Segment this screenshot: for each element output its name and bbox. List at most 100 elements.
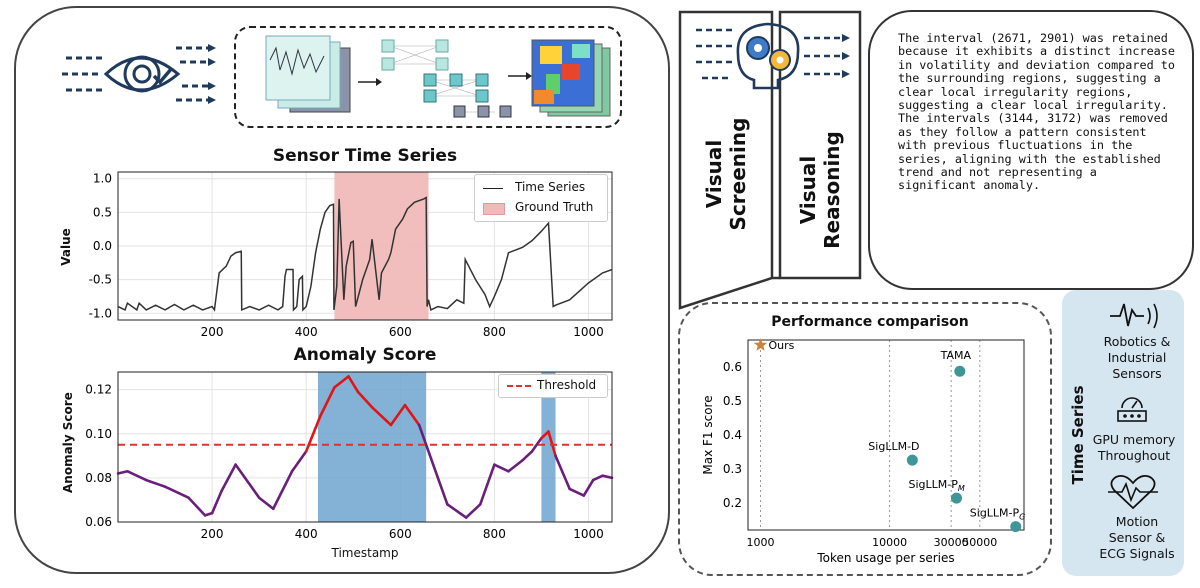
visual-screening-label: Visual Screening: [702, 94, 750, 254]
reasoning-box: [868, 10, 1194, 290]
anomaly-score-segment: [234, 463, 247, 480]
anomaly-score-segment: [271, 469, 294, 511]
perf-point-label: SigLLM-D: [868, 440, 919, 453]
brain-gears-icon: [696, 22, 850, 90]
anomaly-score-segment: [417, 423, 440, 480]
anomaly-score-segment: [403, 403, 421, 427]
perf-point-label: SigLLM-PG: [970, 507, 1026, 522]
perf-point: [1010, 521, 1022, 533]
anomaly-score-segment: [568, 487, 586, 497]
anomaly-score-segment: [540, 430, 550, 440]
time-series-panel: [1062, 290, 1184, 576]
anomaly-score-segment: [356, 390, 374, 409]
performance-title: Performance comparison: [771, 314, 969, 330]
anomaly-ytick: 0.08: [85, 471, 112, 485]
perf-point: [951, 492, 963, 504]
sensor-ytick: 1.0: [93, 172, 112, 186]
anomaly-score-segment: [436, 476, 449, 506]
sensor-time-series-chart: 200 400 600 800 1000 1.0 0.5 0.0 -0.5 -1.0: [89, 171, 613, 339]
gpu-line1: GPU memory: [1092, 432, 1176, 447]
gpu-label: GPU memory Throughout: [1084, 432, 1184, 464]
visual-reasoning-line2: Reasoning: [820, 131, 844, 249]
perf-ylabel: Max F1 score: [701, 395, 715, 474]
sensor-waveform-icon: [1110, 303, 1158, 329]
anomaly-score-segment: [163, 485, 190, 500]
anomaly-xtick: 1000: [573, 527, 604, 541]
anomaly-score-segment: [187, 496, 207, 517]
pipeline-diagram: [265, 35, 611, 118]
anomaly-score-segment: [464, 503, 482, 519]
motion-line3: ECG Signals: [1099, 546, 1175, 561]
anomaly-score-segment: [507, 458, 524, 473]
sensor-xtick: 1000: [573, 325, 604, 339]
anomaly-score-segment: [220, 463, 237, 493]
perf-ytick: 0.5: [723, 394, 742, 408]
visual-reasoning-label: Visual Reasoning: [796, 110, 844, 270]
anomaly-score-segment: [126, 469, 148, 482]
ground-truth-band: [334, 172, 429, 320]
anomaly-score-segment: [601, 474, 614, 480]
anomaly-plot-title: Anomaly Score: [293, 345, 437, 365]
anomaly-score-segment: [304, 414, 322, 453]
sensor-ylabel: Value: [59, 228, 73, 266]
robotics-line1: Robotics &: [1103, 334, 1171, 349]
gpu-line2: Throughout: [1097, 448, 1171, 463]
sensor-xtick: 800: [483, 325, 506, 339]
sensor-ytick: -0.5: [89, 273, 112, 287]
anomaly-score-segment: [319, 386, 336, 418]
perf-point: [954, 365, 966, 377]
robotics-line3: Sensors: [1112, 366, 1162, 381]
anomaly-legend: Threshold: [498, 374, 608, 398]
anomaly-score-segment: [257, 496, 275, 511]
perf-xtick: 50000: [962, 536, 997, 549]
anomaly-score-segment: [582, 478, 595, 497]
anomaly-score-segment: [389, 403, 407, 427]
perf-ytick: 0.2: [723, 496, 742, 510]
anomaly-score-segment: [521, 450, 534, 462]
perf-xtick: 30000: [934, 536, 969, 549]
anomaly-score-segment: [210, 489, 223, 515]
anomaly-score-segment: [243, 476, 261, 500]
anomaly-score-segment: [478, 463, 496, 506]
legend-threshold: Threshold: [537, 378, 597, 392]
anomaly-xtick: 600: [389, 527, 412, 541]
motion-line2: Sensor &: [1108, 530, 1166, 545]
robotics-line2: Industrial: [1107, 350, 1167, 365]
anomaly-score-segment: [591, 474, 604, 482]
perf-point-label: TAMA: [940, 349, 972, 362]
anomaly-score-segment: [446, 503, 468, 519]
perf-axes-frame: [747, 339, 1025, 531]
anomaly-ytick: 0.12: [85, 383, 112, 397]
time-series-line: [117, 196, 613, 312]
pipeline-box: [234, 26, 622, 128]
sensor-ytick: 0.5: [93, 205, 112, 219]
sensor-legend: Time Series Ground Truth: [474, 174, 608, 222]
anomaly-ytick: 0.06: [85, 515, 112, 529]
perf-xlabel: Token usage per series: [816, 551, 954, 565]
anomaly-score-segment: [370, 405, 393, 427]
sensor-xtick: 400: [295, 325, 318, 339]
anomaly-ytick: 0.10: [85, 427, 112, 441]
sensor-xtick: 200: [201, 325, 224, 339]
perf-point-label: Ours: [769, 339, 795, 352]
anomaly-xtick: 400: [295, 527, 318, 541]
anomaly-xlabel: Timestamp: [331, 546, 399, 560]
perf-ytick: 0.4: [723, 428, 742, 442]
perf-ytick: 0.6: [723, 360, 742, 374]
anomaly-score-chart: 200 400 600 800 1000 0.12 0.10 0.08 0.06: [85, 371, 614, 541]
visual-screening-line1: Visual: [702, 139, 726, 209]
motion-label: Motion Sensor & ECG Signals: [1090, 514, 1184, 562]
motion-line1: Motion: [1115, 514, 1159, 529]
anomaly-score-segment: [554, 454, 571, 491]
anomaly-score-segment: [493, 463, 510, 473]
sensor-xtick: 600: [389, 325, 412, 339]
visual-reasoning-line1: Visual: [796, 155, 820, 225]
detected-anomaly-band: [541, 372, 556, 522]
anomaly-xtick: 200: [201, 527, 224, 541]
performance-box: [678, 302, 1052, 576]
perf-ytick: 0.3: [723, 462, 742, 476]
sensor-ytick: -1.0: [89, 306, 112, 320]
anomaly-score-segment: [547, 430, 557, 458]
perf-point: [906, 454, 918, 466]
